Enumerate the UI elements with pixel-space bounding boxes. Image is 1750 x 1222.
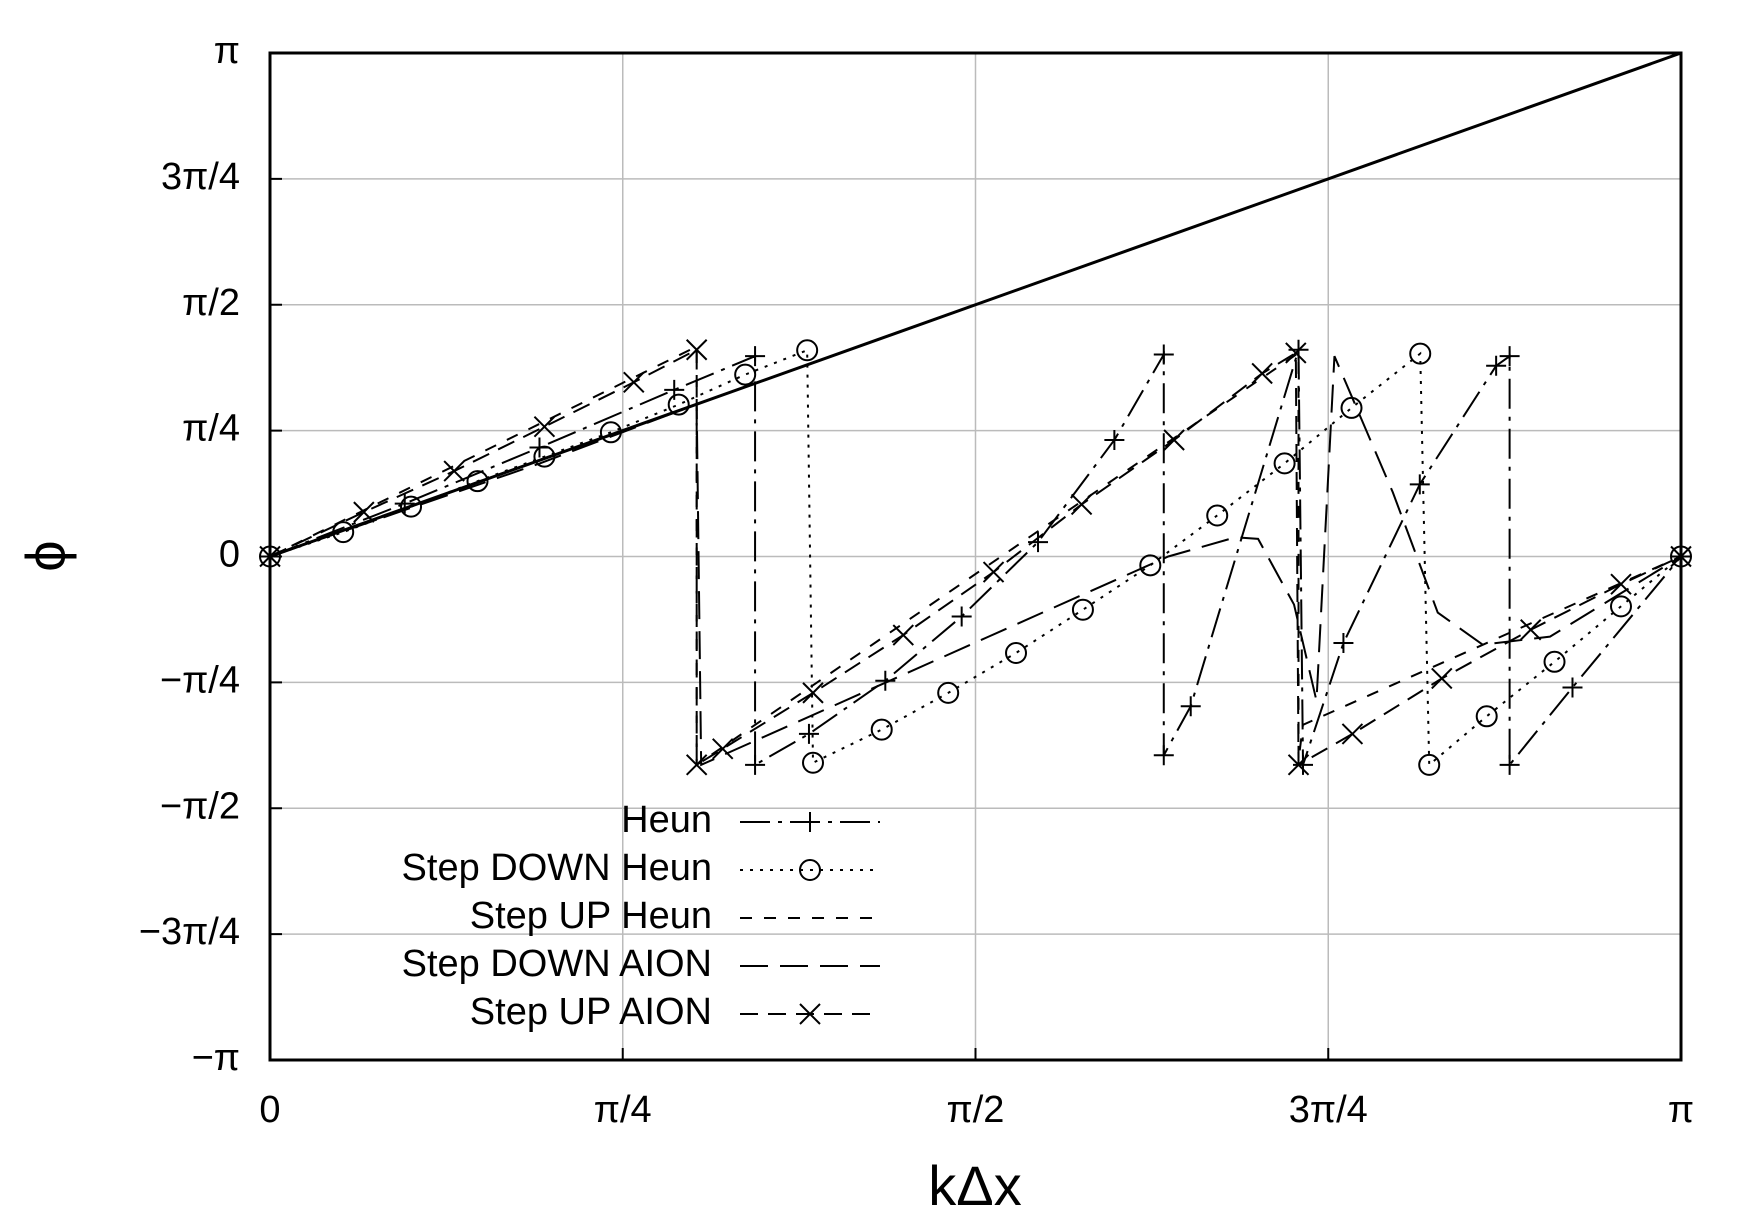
marker	[1418, 753, 1441, 776]
x-axis-label: kΔx	[928, 1154, 1021, 1217]
marker	[951, 606, 972, 627]
y-tick-label: −3π/4	[139, 911, 240, 953]
legend-label: Step DOWN Heun	[402, 847, 712, 889]
series-line	[269, 355, 1682, 767]
marker	[745, 754, 766, 775]
series-line	[269, 51, 1682, 558]
marker	[796, 339, 819, 362]
marker	[798, 723, 819, 744]
marker	[259, 545, 281, 568]
marker	[1475, 705, 1498, 728]
y-axis-label: ϕ	[14, 540, 77, 571]
marker	[533, 445, 556, 468]
marker	[734, 363, 757, 386]
y-tick-label: −π/2	[160, 785, 240, 827]
marker	[1340, 396, 1363, 419]
marker	[664, 379, 685, 400]
marker	[1670, 545, 1692, 568]
y-tick-label: π	[214, 30, 240, 72]
marker	[892, 624, 914, 646]
marker	[937, 681, 960, 704]
marker	[1180, 696, 1201, 717]
marker	[1341, 723, 1364, 745]
marker	[1562, 677, 1583, 698]
y-tick-label: π/4	[182, 408, 240, 450]
marker	[712, 738, 734, 760]
x-tick-label: 0	[259, 1089, 280, 1131]
series-line	[269, 344, 1682, 767]
marker	[1333, 633, 1354, 654]
legend-marker	[800, 812, 820, 832]
x-tick-label: 3π/4	[1289, 1089, 1368, 1131]
marker	[1104, 429, 1125, 450]
marker	[1285, 342, 1307, 364]
y-tick-label: −π/4	[160, 659, 240, 701]
marker	[1486, 355, 1507, 376]
marker	[875, 670, 896, 691]
marker	[466, 470, 489, 493]
marker	[685, 339, 708, 361]
marker	[1153, 745, 1174, 766]
marker	[332, 521, 355, 544]
marker	[1287, 754, 1310, 776]
marker	[1273, 452, 1296, 475]
marker	[1409, 342, 1432, 365]
x-tick-label: π/4	[594, 1089, 652, 1131]
marker	[1206, 504, 1229, 527]
legend-label: Step DOWN AION	[402, 943, 712, 985]
marker	[1070, 493, 1093, 516]
marker	[1251, 362, 1273, 385]
marker	[1520, 619, 1542, 641]
marker	[1610, 573, 1632, 595]
marker	[1293, 754, 1314, 775]
marker	[353, 501, 375, 523]
legend-marker	[799, 1003, 821, 1025]
y-tick-label: π/2	[182, 282, 240, 324]
marker	[533, 415, 556, 438]
marker	[1431, 667, 1453, 690]
marker	[1409, 474, 1430, 495]
marker	[1499, 754, 1520, 775]
marker	[1139, 554, 1162, 577]
marker	[802, 751, 825, 774]
marker	[1163, 429, 1185, 451]
marker	[745, 346, 766, 367]
marker	[982, 561, 1005, 583]
marker	[259, 545, 281, 568]
series-line	[269, 348, 1682, 767]
marker	[685, 754, 708, 776]
marker	[1153, 344, 1174, 365]
marker	[443, 460, 465, 482]
marker	[1005, 641, 1028, 664]
marker	[623, 371, 645, 393]
x-tick-label: π	[1668, 1089, 1694, 1131]
marker	[1670, 545, 1692, 568]
x-tick-label: π/2	[947, 1089, 1005, 1131]
marker	[1609, 595, 1632, 618]
legend-label: Heun	[621, 799, 712, 841]
marker	[400, 495, 423, 518]
marker	[1543, 650, 1566, 673]
marker	[870, 718, 893, 741]
legend-marker	[799, 859, 821, 881]
marker	[1499, 346, 1520, 367]
marker	[1071, 598, 1094, 621]
marker	[802, 682, 824, 704]
y-tick-label: 3π/4	[161, 156, 240, 198]
y-tick-label: 0	[219, 534, 240, 576]
legend-label: Step UP Heun	[470, 895, 712, 937]
y-tick-label: −π	[192, 1037, 240, 1079]
legend-label: Step UP AION	[470, 991, 712, 1033]
marker	[667, 393, 690, 416]
